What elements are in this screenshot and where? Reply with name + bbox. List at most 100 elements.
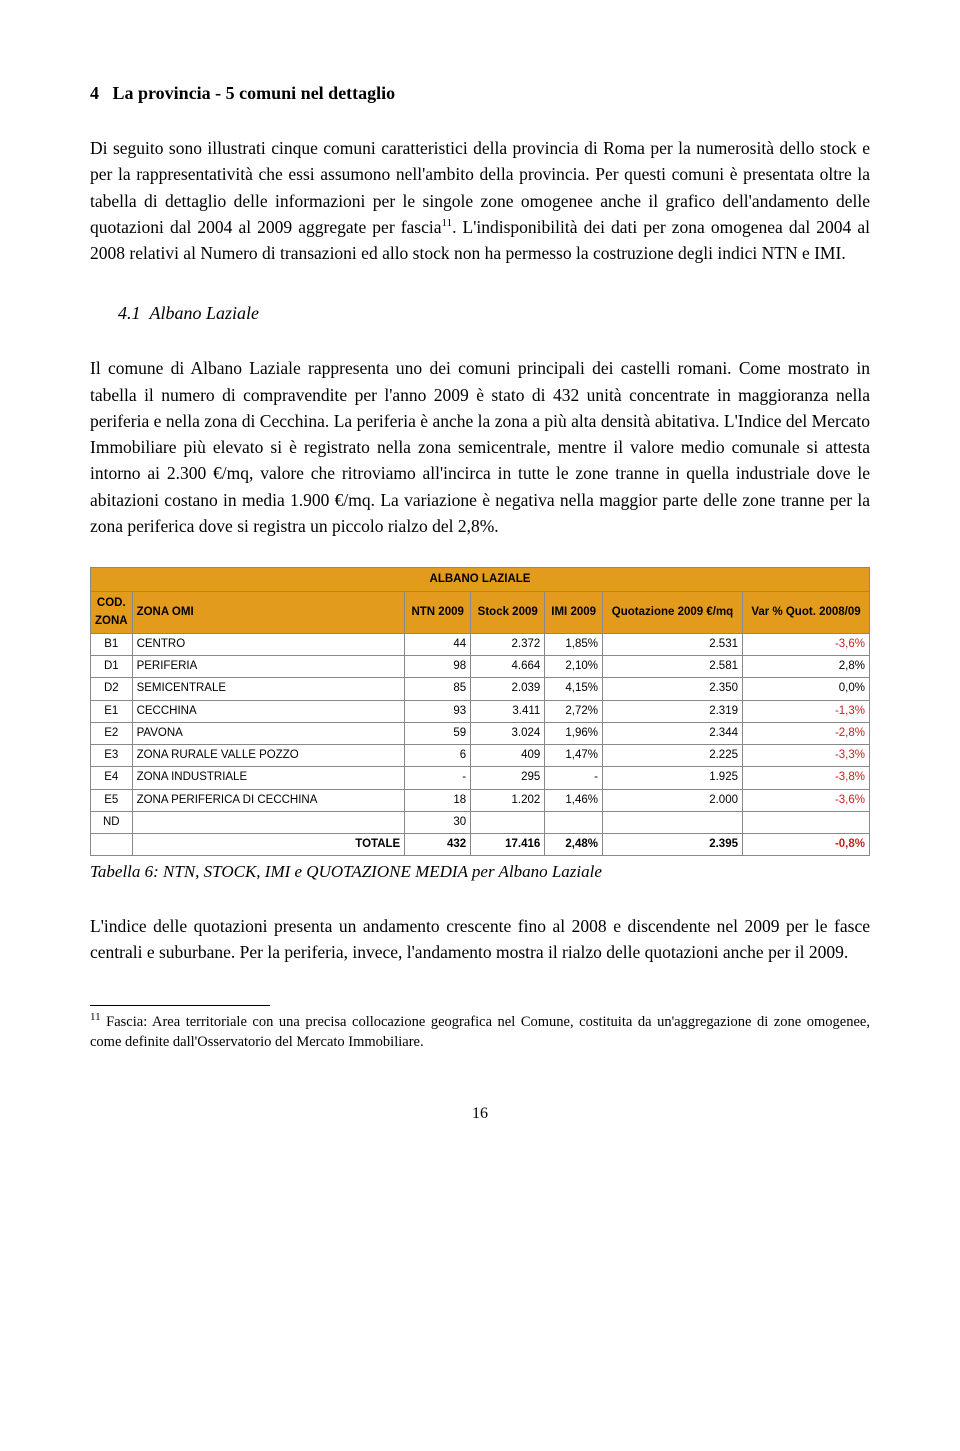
cell-imi: 2,10% xyxy=(545,656,603,678)
footnote-ref: 11 xyxy=(442,217,453,229)
table-row: E1CECCHINA933.4112,72%2.319-1,3% xyxy=(91,700,870,722)
footnote-separator xyxy=(90,1005,270,1006)
cell-quot: 2.000 xyxy=(603,789,743,811)
table-row: D2SEMICENTRALE852.0394,15%2.3500,0% xyxy=(91,678,870,700)
cell-code: E3 xyxy=(91,745,133,767)
cell-quot: 2.225 xyxy=(603,745,743,767)
cell-zone: ZONA INDUSTRIALE xyxy=(132,767,405,789)
footnote-number: 11 xyxy=(90,1011,101,1023)
cell-var: 2,8% xyxy=(743,656,870,678)
cell-zone: PAVONA xyxy=(132,722,405,744)
cell-imi xyxy=(545,811,603,833)
col-header: IMI 2009 xyxy=(545,592,603,634)
footnote: 11 Fascia: Area territoriale con una pre… xyxy=(90,1010,870,1052)
subsection-number: 4.1 xyxy=(118,303,141,323)
cell-code: D1 xyxy=(91,656,133,678)
table-row: ND 30 xyxy=(91,811,870,833)
cell-var: -3,3% xyxy=(743,745,870,767)
table-caption: Tabella 6: NTN, STOCK, IMI e QUOTAZIONE … xyxy=(90,859,870,885)
col-header: NTN 2009 xyxy=(405,592,471,634)
cell-quot: 2.344 xyxy=(603,722,743,744)
paragraph-intro: Di seguito sono illustrati cinque comuni… xyxy=(90,135,870,266)
section-title-text: La provincia - 5 comuni nel dettaglio xyxy=(113,83,396,103)
subsection-heading: 4.1 Albano Laziale xyxy=(118,300,870,327)
cell-quot xyxy=(603,811,743,833)
cell-quot: 1.925 xyxy=(603,767,743,789)
cell-code: E4 xyxy=(91,767,133,789)
cell-stock: 4.664 xyxy=(471,656,545,678)
section-number: 4 xyxy=(90,83,99,103)
paragraph-body-2: L'indice delle quotazioni presenta un an… xyxy=(90,913,870,966)
table-row: E4ZONA INDUSTRIALE-295-1.925-3,8% xyxy=(91,767,870,789)
cell-imi: 1,46% xyxy=(545,789,603,811)
cell-stock: 2.039 xyxy=(471,678,545,700)
table-row: E2PAVONA593.0241,96%2.344-2,8% xyxy=(91,722,870,744)
col-header: Stock 2009 xyxy=(471,592,545,634)
cell-var: -3,6% xyxy=(743,633,870,655)
cell-code: D2 xyxy=(91,678,133,700)
cell-var: -3,6% xyxy=(743,789,870,811)
cell-quot: 2.350 xyxy=(603,678,743,700)
total-stock: 17.416 xyxy=(471,834,545,856)
col-header: Var % Quot. 2008/09 xyxy=(743,592,870,634)
total-label: TOTALE xyxy=(132,834,405,856)
cell-ntn: 85 xyxy=(405,678,471,700)
cell-imi: 1,47% xyxy=(545,745,603,767)
table-row: E5ZONA PERIFERICA DI CECCHINA181.2021,46… xyxy=(91,789,870,811)
page-number: 16 xyxy=(90,1102,870,1126)
col-header: ZONA OMI xyxy=(132,592,405,634)
cell-stock: 295 xyxy=(471,767,545,789)
cell-code: ND xyxy=(91,811,133,833)
col-header: Quotazione 2009 €/mq xyxy=(603,592,743,634)
cell-var: -2,8% xyxy=(743,722,870,744)
cell-zone: ZONA RURALE VALLE POZZO xyxy=(132,745,405,767)
footnote-text: Fascia: Area territoriale con una precis… xyxy=(90,1014,870,1050)
total-quot: 2.395 xyxy=(603,834,743,856)
cell-code: E1 xyxy=(91,700,133,722)
cell-code: E5 xyxy=(91,789,133,811)
subsection-title-text: Albano Laziale xyxy=(150,303,260,323)
cell-ntn: 18 xyxy=(405,789,471,811)
paragraph-body-1: Il comune di Albano Laziale rappresenta … xyxy=(90,355,870,539)
cell-zone: CECCHINA xyxy=(132,700,405,722)
cell-imi: 1,96% xyxy=(545,722,603,744)
total-var: -0,8% xyxy=(743,834,870,856)
cell-code: E2 xyxy=(91,722,133,744)
cell-var: -3,8% xyxy=(743,767,870,789)
cell-stock: 3.024 xyxy=(471,722,545,744)
col-header: COD. ZONA xyxy=(91,592,133,634)
cell-ntn: 98 xyxy=(405,656,471,678)
total-ntn: 432 xyxy=(405,834,471,856)
cell-stock: 1.202 xyxy=(471,789,545,811)
table-row: E3ZONA RURALE VALLE POZZO64091,47%2.225-… xyxy=(91,745,870,767)
cell-zone: CENTRO xyxy=(132,633,405,655)
cell-stock xyxy=(471,811,545,833)
cell-code: B1 xyxy=(91,633,133,655)
table-total-row: TOTALE 432 17.416 2,48% 2.395 -0,8% xyxy=(91,834,870,856)
cell-ntn: 30 xyxy=(405,811,471,833)
cell-ntn: - xyxy=(405,767,471,789)
cell-zone: ZONA PERIFERICA DI CECCHINA xyxy=(132,789,405,811)
cell-imi: - xyxy=(545,767,603,789)
cell-imi: 2,72% xyxy=(545,700,603,722)
cell-stock: 2.372 xyxy=(471,633,545,655)
cell-quot: 2.581 xyxy=(603,656,743,678)
cell-ntn: 59 xyxy=(405,722,471,744)
table-title: ALBANO LAZIALE xyxy=(91,568,870,592)
cell-ntn: 93 xyxy=(405,700,471,722)
cell-zone xyxy=(132,811,405,833)
cell-zone: PERIFERIA xyxy=(132,656,405,678)
cell-ntn: 44 xyxy=(405,633,471,655)
total-imi: 2,48% xyxy=(545,834,603,856)
cell-stock: 409 xyxy=(471,745,545,767)
cell-ntn: 6 xyxy=(405,745,471,767)
cell-zone: SEMICENTRALE xyxy=(132,678,405,700)
cell-imi: 4,15% xyxy=(545,678,603,700)
cell-var xyxy=(743,811,870,833)
cell-quot: 2.531 xyxy=(603,633,743,655)
table-row: B1CENTRO442.3721,85%2.531-3,6% xyxy=(91,633,870,655)
cell-quot: 2.319 xyxy=(603,700,743,722)
data-table: ALBANO LAZIALE COD. ZONA ZONA OMI NTN 20… xyxy=(90,567,870,856)
cell-imi: 1,85% xyxy=(545,633,603,655)
cell-var: 0,0% xyxy=(743,678,870,700)
